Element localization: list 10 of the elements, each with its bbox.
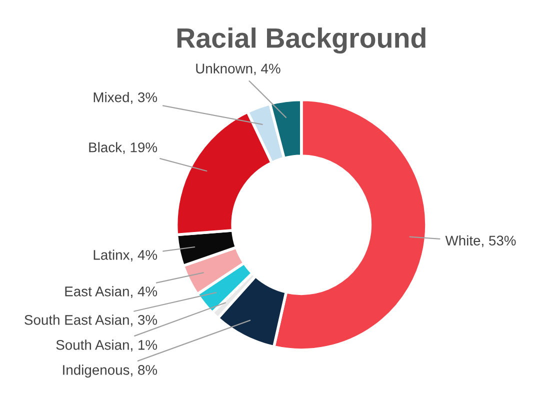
slice-label: Unknown, 4%: [196, 63, 280, 76]
chart-title: Racial Background: [177, 28, 426, 54]
slice-label: South East Asian, 3%: [24, 314, 158, 326]
slice-label: Mixed, 3%: [94, 92, 158, 104]
slice-label: Latinx, 4%: [94, 250, 158, 262]
slice-label: East Asian, 4%: [65, 286, 158, 298]
slice-label: White, 53%: [445, 235, 516, 248]
slice-label: Black, 19%: [89, 142, 158, 154]
slice-label: South Asian, 1%: [56, 340, 158, 352]
slice-label: Indigenous, 8%: [63, 364, 158, 378]
